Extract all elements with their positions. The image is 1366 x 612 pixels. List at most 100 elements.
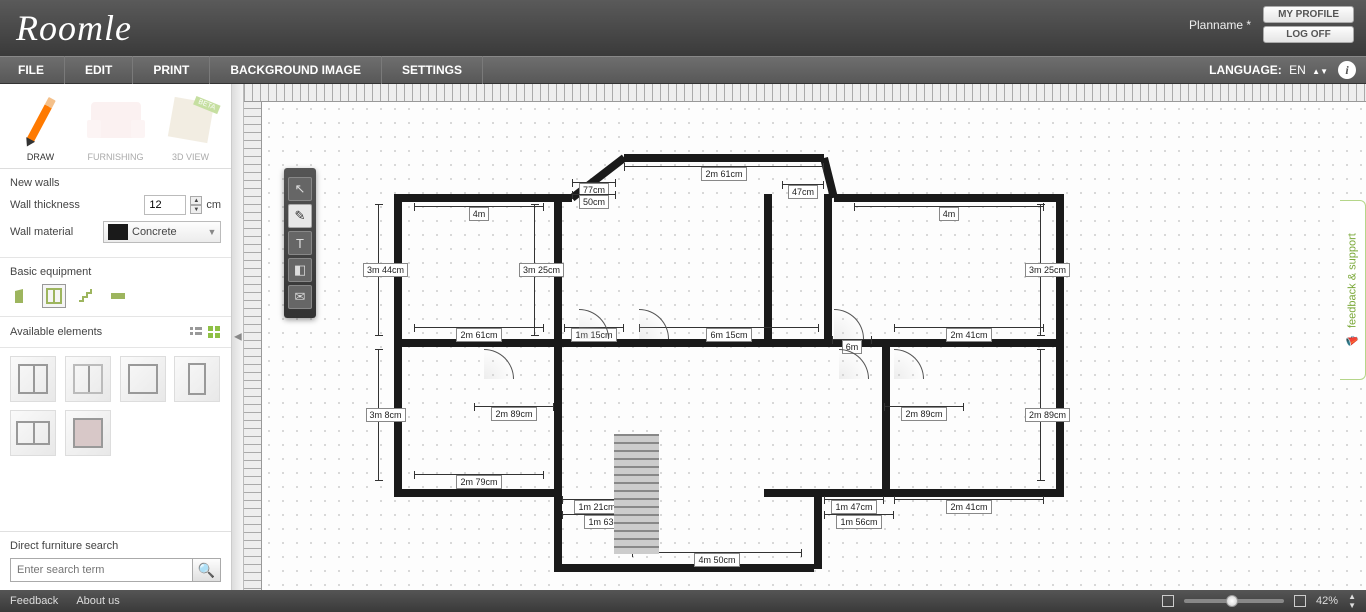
mode-3dview-tab[interactable]: BETA 3D VIEW <box>156 92 225 168</box>
equip-stairs[interactable] <box>74 284 98 308</box>
wall-segment[interactable] <box>764 194 772 344</box>
door-swing[interactable] <box>834 309 864 339</box>
search-icon: 🔍 <box>198 562 215 579</box>
material-swatch <box>108 224 128 240</box>
dimension-label: 2m 89cm <box>474 406 554 420</box>
ruler-horizontal <box>244 84 1366 102</box>
wall-segment[interactable] <box>624 154 824 162</box>
zoom-slider[interactable] <box>1184 599 1284 603</box>
my-profile-button[interactable]: MY PROFILE <box>1263 6 1354 23</box>
menu-settings[interactable]: SETTINGS <box>382 56 483 84</box>
search-button[interactable]: 🔍 <box>193 558 221 582</box>
wall-segment[interactable] <box>394 489 554 497</box>
wall-segment[interactable] <box>554 339 562 569</box>
dimension-label: 2m 89cm <box>884 406 964 420</box>
dimension-label: 2m 89cm <box>1040 349 1054 481</box>
door-swing[interactable] <box>639 309 669 339</box>
zoom-full-icon[interactable] <box>1294 595 1306 607</box>
menubar: FILE EDIT PRINT BACKGROUND IMAGE SETTING… <box>0 56 1366 84</box>
dimension-label: 3m 25cm <box>1040 204 1054 336</box>
mode-furnishing-tab[interactable]: FURNISHING <box>81 92 150 168</box>
wall-segment[interactable] <box>834 194 1064 202</box>
info-icon[interactable]: i <box>1338 61 1356 79</box>
dimension-label: 3m 25cm <box>534 204 548 336</box>
dimension-label: 3m 8cm <box>378 349 392 481</box>
element-window-single[interactable] <box>120 356 166 402</box>
wall-segment[interactable] <box>814 489 822 569</box>
ruler-vertical <box>244 84 262 590</box>
dimension-label: 4m <box>854 206 1044 220</box>
wall-segment[interactable] <box>824 489 1064 497</box>
wall-material-select[interactable]: Concrete ▼ <box>103 221 221 243</box>
cube-icon: BETA <box>167 97 213 143</box>
element-window-shaded[interactable] <box>65 410 111 456</box>
language-selector[interactable]: LANGUAGE: EN ▲▼ <box>1209 63 1328 77</box>
menu-edit[interactable]: EDIT <box>65 56 133 84</box>
new-walls-title: New walls <box>10 177 221 189</box>
direct-search-title: Direct furniture search <box>10 540 221 552</box>
dimension-label: 2m 61cm <box>624 166 824 180</box>
footer-about[interactable]: About us <box>76 595 119 607</box>
tool-comment[interactable]: ✉ <box>288 285 312 309</box>
zoom-stepper-icon[interactable]: ▲▼ <box>1348 592 1356 610</box>
drawing-toolbar: ↖ ✎ T ◧ ✉ <box>284 168 316 318</box>
pencil-icon <box>26 97 56 143</box>
basic-equipment-title: Basic equipment <box>10 266 221 278</box>
wall-segment[interactable] <box>394 194 554 202</box>
equip-wall[interactable] <box>106 284 130 308</box>
element-window-tall[interactable] <box>174 356 220 402</box>
megaphone-icon: 📣 <box>1346 334 1359 347</box>
mode-draw-tab[interactable]: DRAW <box>6 92 75 168</box>
app-logo: Roomle <box>16 7 132 49</box>
menu-background-image[interactable]: BACKGROUND IMAGE <box>210 56 382 84</box>
sidebar-scroll[interactable]: ◀ <box>232 84 244 590</box>
dimension-label: 1m 56cm <box>824 514 894 528</box>
dimension-label: 2m 79cm <box>414 474 544 488</box>
view-list-icon[interactable] <box>189 325 203 339</box>
menu-print[interactable]: PRINT <box>133 56 210 84</box>
sidebar: DRAW FURNISHING BETA 3D VIEW New walls W… <box>0 84 232 590</box>
stairs[interactable] <box>614 434 659 554</box>
door-swing[interactable] <box>484 349 514 379</box>
equip-door[interactable] <box>10 284 34 308</box>
chevron-updown-icon: ▲▼ <box>1312 67 1328 76</box>
app-header: Roomle Planname * MY PROFILE LOG OFF <box>0 0 1366 56</box>
canvas[interactable]: ↖ ✎ T ◧ ✉ 4m2m 61cm4m77cm50cm47cm3m 44cm… <box>244 84 1366 590</box>
dimension-label: 2m 41cm <box>894 327 1044 341</box>
dimension-label: 4m 50cm <box>632 552 802 566</box>
footer-feedback[interactable]: Feedback <box>10 595 58 607</box>
tool-pencil[interactable]: ✎ <box>288 204 312 228</box>
menu-file[interactable]: FILE <box>12 56 65 84</box>
dimension-label: 4m <box>414 206 544 220</box>
equip-window[interactable] <box>42 284 66 308</box>
door-swing[interactable] <box>839 349 869 379</box>
element-window-wide[interactable] <box>10 410 56 456</box>
wall-thickness-label: Wall thickness <box>10 199 80 211</box>
tool-select[interactable]: ↖ <box>288 177 312 201</box>
tool-text[interactable]: T <box>288 231 312 255</box>
log-off-button[interactable]: LOG OFF <box>1263 26 1354 43</box>
chevron-left-icon: ◀ <box>234 332 242 343</box>
view-grid-icon[interactable] <box>207 325 221 339</box>
zoom-value: 42% <box>1316 595 1338 607</box>
wall-thickness-input[interactable] <box>144 195 186 215</box>
dimension-label: 6m <box>832 339 872 353</box>
floorplan[interactable]: 4m2m 61cm4m77cm50cm47cm3m 44cm3m 8cm3m 2… <box>384 144 1084 564</box>
door-swing[interactable] <box>579 309 609 339</box>
thickness-stepper[interactable]: ▲▼ <box>190 196 202 214</box>
zoom-fit-icon[interactable] <box>1162 595 1174 607</box>
wall-material-label: Wall material <box>10 226 73 238</box>
element-window-grid[interactable] <box>65 356 111 402</box>
dimension-label: 2m 41cm <box>894 499 1044 513</box>
chevron-down-icon: ▼ <box>204 227 220 237</box>
tool-fill[interactable]: ◧ <box>288 258 312 282</box>
door-swing[interactable] <box>894 349 924 379</box>
wall-segment[interactable] <box>824 194 832 344</box>
dimension-label: 2m 61cm <box>414 327 544 341</box>
sofa-icon <box>91 102 141 138</box>
feedback-support-tab[interactable]: 📣 feedback & support <box>1340 200 1366 380</box>
search-input[interactable] <box>10 558 193 582</box>
planname-label: Planname * <box>1189 18 1251 32</box>
dimension-label: 3m 44cm <box>378 204 392 336</box>
element-window-double[interactable] <box>10 356 56 402</box>
